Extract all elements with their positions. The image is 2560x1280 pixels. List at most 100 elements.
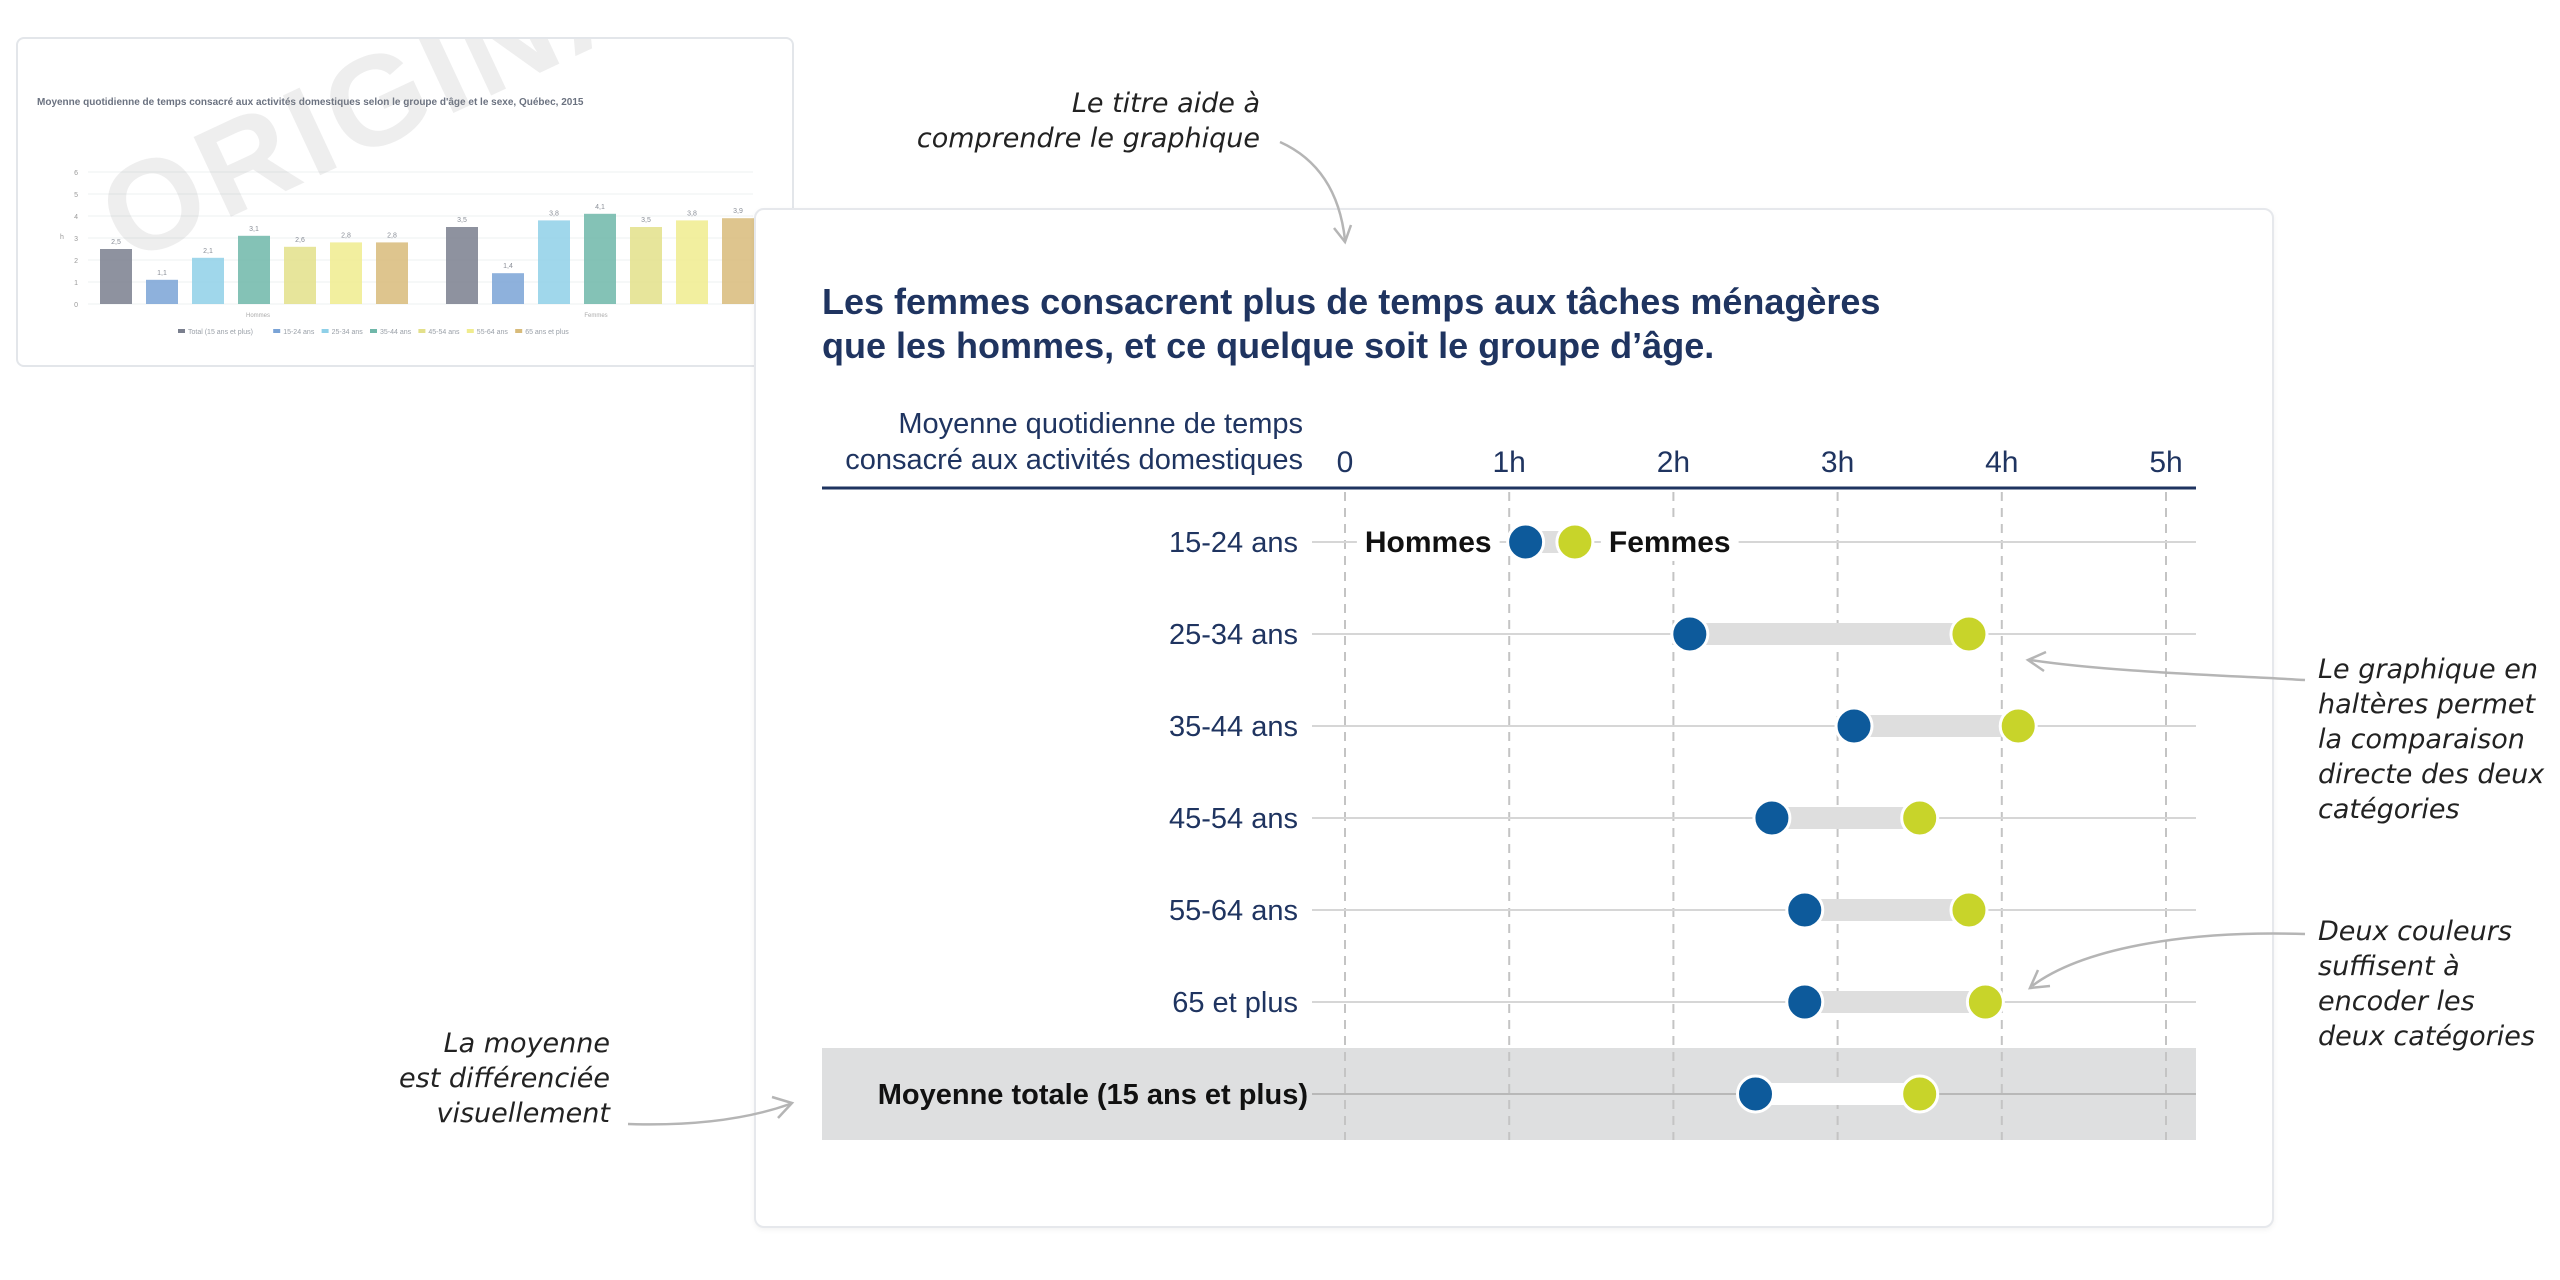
original-legend-label: 45-54 ans (428, 329, 460, 336)
original-chart-thumbnail: 0 1 2 3 4 5 6 h 2,5 1,1 2,1 3,1 2,6 2,8 2,8 3,5 1,4 3,8 4,… (16, 37, 794, 367)
original-bar-label: 3,8 (549, 210, 559, 217)
annotation-arrows (627, 140, 2306, 1126)
original-bar (100, 249, 132, 304)
original-legend-label: 25-34 ans (332, 329, 364, 336)
femmes-point (1998, 706, 2038, 746)
original-y-tick: 1 (74, 280, 78, 287)
annotation-dumbbell-line: directe des deux (2318, 759, 2545, 790)
arrow-dumbbell-head (2025, 650, 2047, 673)
original-bar (584, 213, 616, 304)
hommes-point (1670, 614, 1710, 654)
x-tick-label: 3h (1821, 446, 1854, 479)
original-legend-label: 35-44 ans (380, 329, 412, 336)
original-legend-swatch (515, 329, 523, 333)
original-bar-label: 3,5 (457, 217, 467, 224)
original-legend-label: 55-64 ans (477, 329, 509, 336)
category-label: 25-34 ans (1169, 619, 1298, 651)
annotation-title: Le titre aide à comprendre le graphique (900, 86, 1260, 156)
annotation-colors-line: encoder les (2318, 986, 2475, 1017)
x-tick-label: 4h (1985, 446, 2018, 479)
total-row-label: Moyenne totale (15 ans et plus) (878, 1079, 1308, 1111)
original-bar-label: 3,1 (249, 226, 259, 233)
arrow-dumbbell (2029, 658, 2306, 682)
original-group-label: Hommes (246, 313, 270, 319)
original-bar-label: 1,4 (503, 263, 513, 270)
hommes-point (1736, 1074, 1775, 1114)
original-y-tick: 4 (74, 214, 78, 221)
series-label-backdrop (1356, 524, 1500, 561)
original-legend-swatch (418, 329, 426, 333)
original-legend-label: 15-24 ans (283, 329, 315, 336)
original-legend-swatch (178, 329, 185, 333)
annotation-title-line: Le titre aide à (1071, 88, 1260, 119)
original-bar-label: 2,8 (341, 232, 351, 239)
arrow-colors-head (2027, 969, 2051, 990)
series-label-femmes: Femmes (1609, 526, 1731, 559)
original-bar-label: 4,1 (595, 204, 605, 211)
original-bar (146, 279, 178, 304)
femmes-point (1900, 1074, 1940, 1114)
annotation-dumbbell: Le graphique en haltères permet la compa… (2318, 652, 2558, 827)
original-y-label: h (60, 234, 64, 241)
original-bar (492, 273, 524, 304)
chart-headline-line-2: que les hommes, et ce quelque soit le gr… (822, 325, 1715, 366)
femmes-point (1949, 614, 1989, 654)
hommes-point (1785, 890, 1825, 930)
original-legend-swatch (321, 329, 329, 333)
original-bar (630, 227, 662, 304)
x-tick-label: 0 (1337, 446, 1354, 479)
series-label-backdrop (1600, 524, 1739, 561)
annotation-dumbbell-line: Le graphique en (2318, 654, 2538, 685)
original-bar (192, 257, 224, 304)
original-bar-label: 2,5 (111, 239, 121, 246)
original-bar (284, 246, 316, 304)
annotation-colors-line: suffisent à (2318, 951, 2460, 982)
arrow-colors (2031, 932, 2306, 988)
arrow-average-head (771, 1095, 795, 1119)
annotation-colors-line: deux catégories (2318, 1021, 2535, 1052)
original-bar (722, 218, 754, 304)
femmes-point (1900, 798, 1940, 838)
original-bar (676, 220, 708, 304)
original-group-label: Femmes (584, 313, 607, 319)
annotation-dumbbell-line: haltères permet (2318, 689, 2536, 720)
annotation-average: La moyenne est différenciée visuellement (330, 1026, 610, 1131)
original-legend-swatch (466, 329, 474, 333)
original-chart-title: Moyenne quotidienne de temps consacré au… (37, 97, 584, 108)
original-legend-label: Total (15 ans et plus) (188, 329, 253, 336)
original-bar-label: 3,5 (641, 217, 651, 224)
annotation-title-line: comprendre le graphique (916, 123, 1260, 154)
x-tick-label: 2h (1657, 446, 1690, 479)
axis-caption-line-1: Moyenne quotidienne de temps (898, 408, 1303, 440)
annotation-average-line: La moyenne (443, 1028, 610, 1059)
arrow-title-head (1333, 224, 1353, 245)
category-label: 15-24 ans (1169, 527, 1298, 559)
original-bar (330, 242, 362, 304)
axis-caption-line-2: consacré aux activités domestiques (845, 444, 1303, 476)
x-tick-label: 1h (1493, 446, 1526, 479)
annotation-colors-line: Deux couleurs (2318, 916, 2512, 947)
original-bar-label: 3,8 (687, 210, 697, 217)
annotation-average-line: visuellement (436, 1098, 611, 1129)
annotation-dumbbell-line: catégories (2318, 794, 2460, 825)
x-tick-label: 5h (2149, 446, 2182, 479)
femmes-point (1965, 982, 2005, 1022)
original-bar-label: 2,1 (203, 248, 213, 255)
annotation-colors: Deux couleurs suffisent à encoder les de… (2318, 914, 2558, 1054)
category-label: 55-64 ans (1169, 895, 1298, 927)
hommes-point (1834, 706, 1874, 746)
hommes-point (1506, 522, 1546, 562)
original-legend-swatch (370, 329, 377, 333)
original-legend-swatch (273, 329, 281, 333)
annotation-dumbbell-line: la comparaison (2318, 724, 2525, 755)
original-bar-label: 2,8 (387, 232, 397, 239)
arrow-title (1279, 140, 1347, 241)
chart-headline: Les femmes consacrent plus de temps aux … (822, 280, 2022, 368)
original-bar-label: 3,9 (733, 208, 743, 215)
annotation-average-line: est différenciée (399, 1063, 610, 1094)
femmes-point (1555, 522, 1595, 562)
original-legend-label: 65 ans et plus (525, 329, 569, 336)
original-bar (446, 227, 478, 304)
chart-headline-line-1: Les femmes consacrent plus de temps aux … (822, 281, 1881, 322)
